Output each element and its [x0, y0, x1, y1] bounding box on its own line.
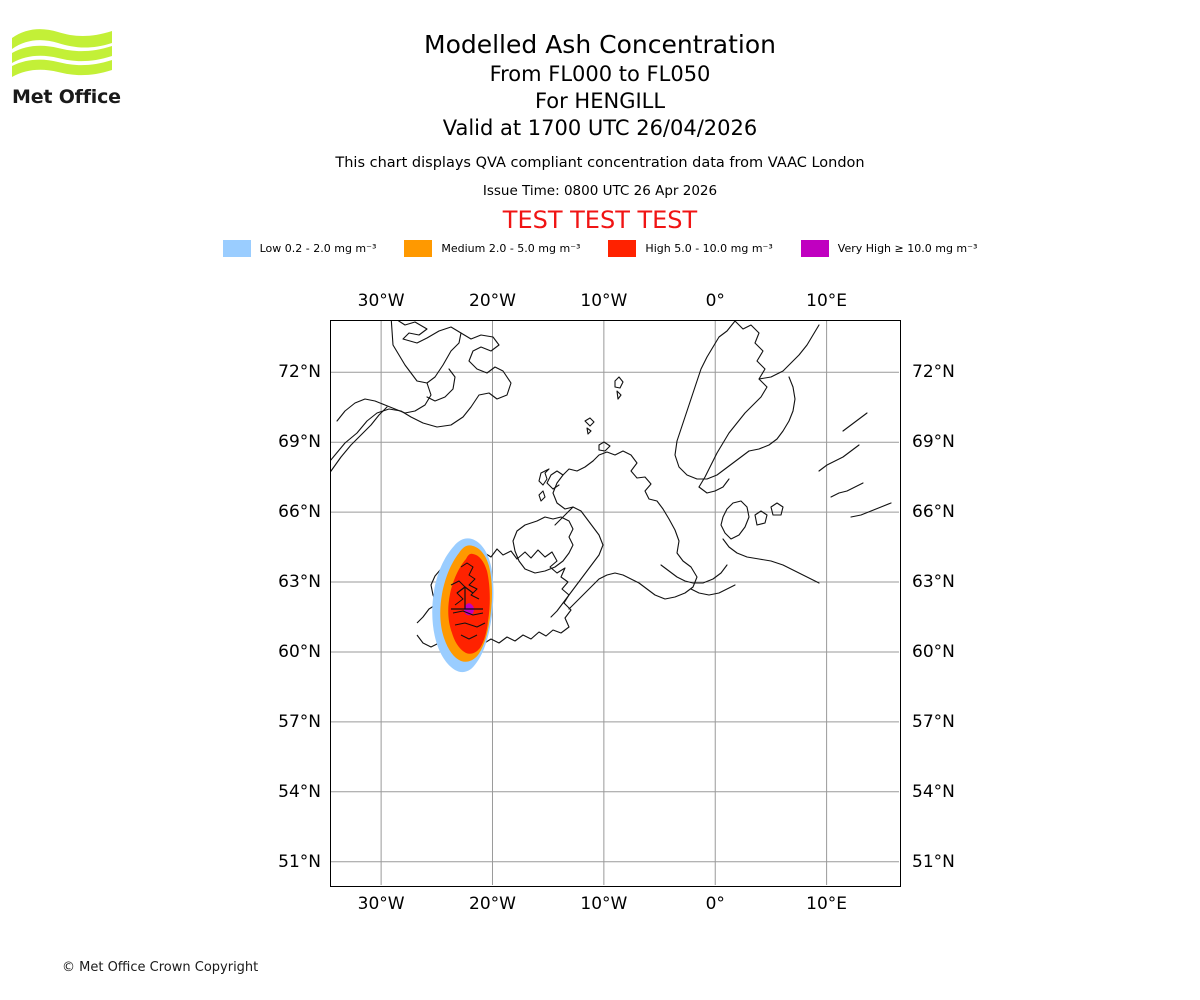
lon-tick-label-bottom: 20°W	[469, 894, 516, 914]
legend-medium-label: Medium 2.0 - 5.0 mg m⁻³	[441, 242, 581, 255]
lon-tick-label-top: 10°W	[580, 291, 628, 311]
legend-low-swatch	[222, 240, 251, 257]
chart-header: Modelled Ash Concentration From FL000 to…	[0, 0, 1200, 234]
map-plot-frame[interactable]	[330, 320, 901, 887]
lat-tick-label-right: 72°N	[912, 362, 955, 383]
lon-tick-label-bottom: 10°W	[580, 894, 628, 914]
lon-tick-label-top: 30°W	[357, 291, 405, 311]
legend-high-swatch	[608, 240, 637, 257]
concentration-legend: Low 0.2 - 2.0 mg m⁻³ Medium 2.0 - 5.0 mg …	[0, 240, 1200, 257]
test-banner: TEST TEST TEST	[502, 206, 698, 234]
lat-tick-label-right: 69°N	[912, 432, 955, 453]
legend-high-label: High 5.0 - 10.0 mg m⁻³	[645, 242, 773, 255]
lat-tick-label-left: 63°N	[278, 572, 321, 593]
met-office-wordmark: Met Office	[12, 86, 121, 108]
met-office-logo: Met Office	[12, 26, 132, 116]
legend-very-high-label: Very High ≥ 10.0 mg m⁻³	[837, 242, 978, 255]
legend-very-high-swatch	[800, 240, 829, 257]
map-container[interactable]: 30°W 30°W 20°W 20°W 10°W 10°W 0° 0° 10°E 10°E 72°N…	[278, 291, 955, 914]
legend-very-high: Very High ≥ 10.0 mg m⁻³	[800, 240, 978, 257]
valid-time: Valid at 1700 UTC 26/04/2026	[442, 116, 758, 140]
legend-low-label: Low 0.2 - 2.0 mg m⁻³	[259, 242, 377, 255]
page-title: Modelled Ash Concentration	[424, 30, 776, 59]
qva-note: This chart displays QVA compliant concen…	[335, 155, 865, 171]
lon-tick-label-top: 10°E	[806, 291, 848, 311]
lat-tick-label-right: 63°N	[912, 572, 955, 593]
lat-tick-label-left: 51°N	[278, 851, 321, 872]
lat-tick-label-right: 51°N	[912, 851, 955, 872]
flight-level-range: From FL000 to FL050	[489, 62, 711, 86]
lon-tick-label-bottom: 30°W	[357, 894, 405, 914]
lat-tick-label-left: 60°N	[278, 641, 321, 662]
lat-tick-label-right: 57°N	[912, 711, 955, 732]
lat-tick-label-right: 54°N	[912, 781, 955, 802]
lon-tick-label-top: 20°W	[469, 291, 516, 311]
legend-high: High 5.0 - 10.0 mg m⁻³	[608, 240, 773, 257]
legend-medium: Medium 2.0 - 5.0 mg m⁻³	[404, 240, 580, 257]
lat-tick-label-left: 54°N	[278, 781, 321, 802]
lon-tick-label-bottom: 10°E	[806, 894, 848, 914]
lat-tick-label-left: 66°N	[278, 502, 321, 523]
lon-tick-label-bottom: 0°	[705, 894, 725, 914]
wave-logo-icon	[12, 26, 112, 84]
lat-tick-label-left: 69°N	[278, 432, 321, 453]
lat-tick-label-left: 57°N	[278, 711, 321, 732]
lat-tick-label-left: 72°N	[278, 362, 321, 383]
lat-tick-label-right: 66°N	[912, 502, 955, 523]
legend-medium-swatch	[404, 240, 433, 257]
copyright-text: © Met Office Crown Copyright	[62, 960, 259, 975]
volcano-name: For HENGILL	[534, 89, 666, 113]
legend-low: Low 0.2 - 2.0 mg m⁻³	[222, 240, 377, 257]
issue-time: Issue Time: 0800 UTC 26 Apr 2026	[482, 183, 718, 199]
lat-tick-label-right: 60°N	[912, 641, 955, 662]
lon-tick-label-top: 0°	[705, 291, 725, 311]
